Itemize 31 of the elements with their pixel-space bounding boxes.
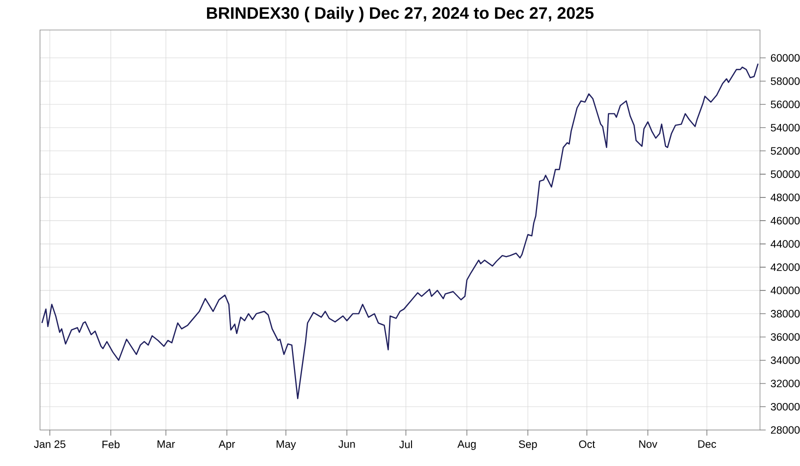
y-tick-label: 28000 <box>770 426 800 434</box>
x-tick-label: Jun <box>338 440 355 448</box>
x-tick-label: Apr <box>218 440 236 450</box>
x-tick-label: Nov <box>639 440 658 448</box>
y-tick-label: 58000 <box>770 77 800 85</box>
y-tick-label: 42000 <box>770 263 800 271</box>
y-tick-label: 52000 <box>770 147 800 155</box>
x-tick-label: Sep <box>518 440 537 450</box>
x-tick-label: May <box>276 440 296 450</box>
x-tick-label: Dec <box>698 440 716 448</box>
y-tick-label: 56000 <box>770 100 800 108</box>
x-tick-label: Mar <box>158 440 175 448</box>
y-tick-label: 54000 <box>770 124 800 132</box>
chart-title: BRINDEX30 ( Daily ) Dec 27, 2024 to Dec 27, 2025 <box>207 6 594 22</box>
y-tick-label: 44000 <box>770 240 800 248</box>
y-tick-label: 38000 <box>770 310 800 318</box>
y-tick-label: 48000 <box>770 194 800 202</box>
y-tick-label: 34000 <box>770 356 800 364</box>
x-tick-label: Feb <box>102 440 120 448</box>
x-tick-label: Aug <box>457 440 476 450</box>
line-series <box>41 63 759 400</box>
y-tick-label: 30000 <box>770 402 800 411</box>
x-tick-label: Jul <box>399 440 412 448</box>
y-tick-label: 50000 <box>770 170 800 178</box>
y-tick-label: 40000 <box>770 286 800 294</box>
y-tick-label: 36000 <box>770 333 800 341</box>
x-tick-label: Oct <box>579 440 596 448</box>
y-tick-label: 46000 <box>770 216 800 224</box>
x-tick-label: Jan 25 <box>34 440 66 448</box>
y-tick-label: 32000 <box>770 380 800 388</box>
y-tick-label: 60000 <box>770 54 800 62</box>
